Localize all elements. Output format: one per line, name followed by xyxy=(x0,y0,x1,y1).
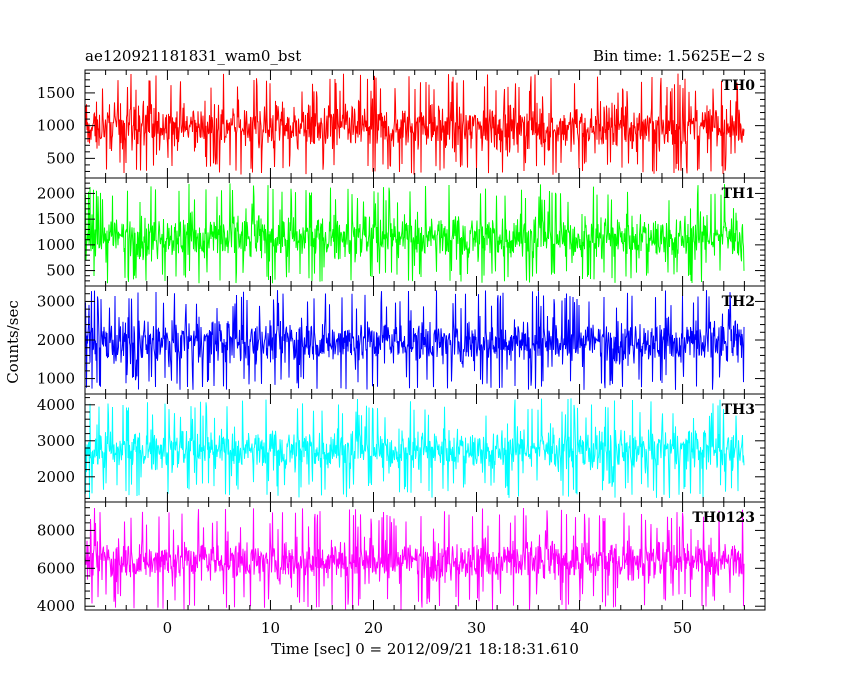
y-tick-label: 6000 xyxy=(37,559,75,577)
panel-th1: 500 1000 1500 2000 TH1 xyxy=(37,177,766,287)
series-line-th3 xyxy=(85,398,745,499)
panel-frame xyxy=(84,501,766,611)
y-tick-label: 1000 xyxy=(37,370,75,388)
y-tick-label: 2000 xyxy=(37,468,75,486)
x-tick-label: 30 xyxy=(467,619,486,637)
y-tick-label: 8000 xyxy=(37,521,75,539)
panel-th2: 1000 2000 3000 TH2 xyxy=(37,285,766,395)
chart-title-right: Bin time: 1.5625E−2 s xyxy=(593,47,765,65)
series-line-th1 xyxy=(85,183,745,284)
series-line-th0 xyxy=(85,73,745,175)
y-tick-label: 1000 xyxy=(37,236,75,254)
panel-label-th0123: TH0123 xyxy=(692,510,755,526)
x-tick-label: 10 xyxy=(261,619,280,637)
y-tick-label: 2000 xyxy=(37,331,75,349)
panel-label-th1: TH1 xyxy=(722,186,755,202)
y-tick-label: 1500 xyxy=(37,84,75,102)
x-axis: 0 10 20 30 40 50 xyxy=(163,619,692,637)
panel-label-th2: TH2 xyxy=(722,294,755,310)
x-tick-label: 50 xyxy=(673,619,692,637)
y-tick-label: 1500 xyxy=(37,210,75,228)
panel-label-th3: TH3 xyxy=(722,402,755,418)
x-tick-label: 0 xyxy=(163,619,173,637)
x-tick-label: 20 xyxy=(364,619,383,637)
chart-title-left: ae120921181831_wam0_bst xyxy=(85,47,301,65)
y-tick-label: 3000 xyxy=(37,292,75,310)
series-line-th2 xyxy=(85,290,745,390)
y-tick-label: 1000 xyxy=(37,117,75,135)
panel-label-th0: TH0 xyxy=(722,78,756,94)
panel-th0: 500 1000 1500 TH0 xyxy=(37,69,766,179)
y-tick-label: 4000 xyxy=(37,597,75,615)
y-axis-label: Counts/sec xyxy=(4,300,22,384)
panels-group: 500 1000 1500 TH0 500 1000 1500 2000 TH1 1000 2000… xyxy=(37,69,766,615)
panel-th0123: 4000 6000 8000 TH0123 xyxy=(37,501,766,615)
y-tick-label: 2000 xyxy=(37,184,75,202)
series-line-th0123 xyxy=(85,507,745,610)
y-tick-label: 3000 xyxy=(37,432,75,450)
y-tick-label: 500 xyxy=(46,262,75,280)
y-tick-label: 500 xyxy=(46,149,75,167)
x-tick-label: 40 xyxy=(570,619,589,637)
panel-th3: 2000 3000 4000 TH3 xyxy=(37,393,766,503)
y-tick-label: 4000 xyxy=(37,396,75,414)
x-axis-label: Time [sec] 0 = 2012/09/21 18:18:31.610 xyxy=(271,640,579,658)
